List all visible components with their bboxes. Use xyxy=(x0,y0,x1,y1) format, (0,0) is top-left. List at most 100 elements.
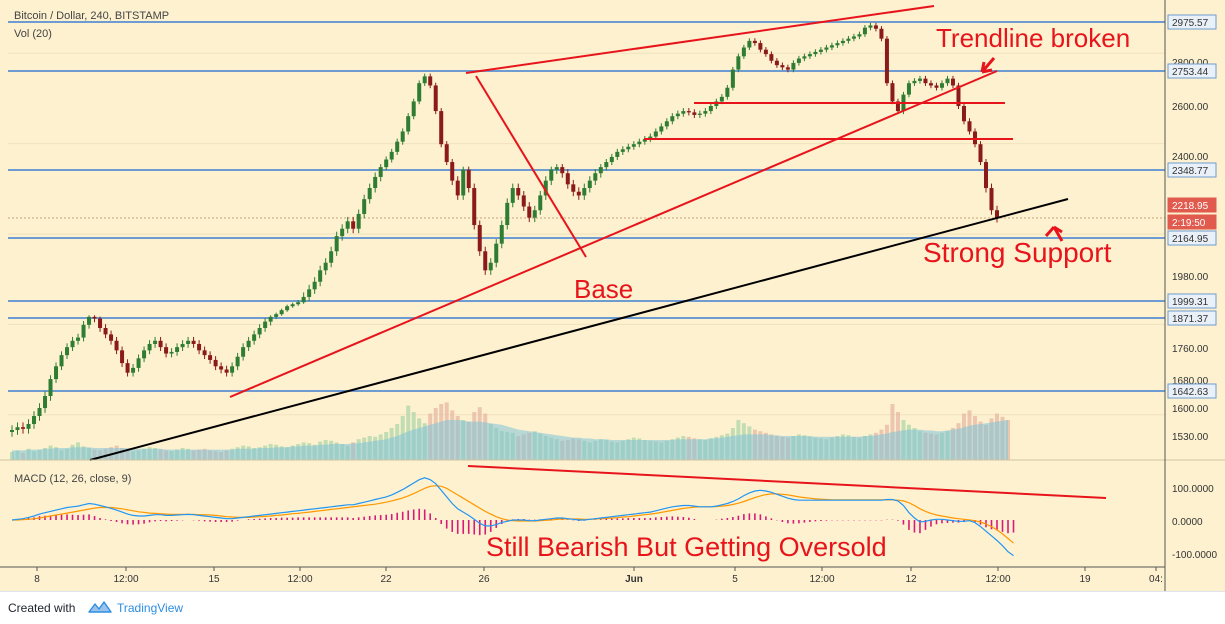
candle-body xyxy=(631,144,636,147)
y-tick-label: 2975.57 xyxy=(1172,18,1209,29)
annotation-base: Base xyxy=(574,274,633,304)
candle-body xyxy=(604,162,609,168)
y-tick-label: 1999.31 xyxy=(1172,297,1209,308)
candle-body xyxy=(510,188,515,203)
candle-body xyxy=(439,111,444,145)
y-tick-label: 2600.00 xyxy=(1172,102,1209,113)
candle-body xyxy=(131,367,136,373)
candle-body xyxy=(840,40,845,44)
candle-body xyxy=(274,314,279,317)
candle-body xyxy=(538,195,543,211)
x-tick-label: 15 xyxy=(208,574,220,585)
candle-body xyxy=(846,38,851,41)
candle-body xyxy=(813,51,818,55)
candle-body xyxy=(736,56,741,70)
candle-body xyxy=(653,131,658,137)
x-tick-label: 04: xyxy=(1149,574,1163,585)
candle-body xyxy=(334,236,339,252)
candle-body xyxy=(455,180,460,196)
candle-body xyxy=(367,188,372,200)
upper-trendline xyxy=(465,5,935,74)
candle-body xyxy=(879,28,884,39)
annotation-strong-support: Strong Support xyxy=(923,237,1112,268)
candle-body xyxy=(741,47,746,57)
candle-body xyxy=(400,131,405,142)
candle-body xyxy=(422,76,427,84)
candle-body xyxy=(956,85,961,106)
main-grid xyxy=(8,52,1165,416)
candle-body xyxy=(972,131,977,145)
candle-body xyxy=(26,424,31,429)
candle-body xyxy=(483,251,488,271)
candle-body xyxy=(351,221,356,229)
candle-body xyxy=(109,334,114,341)
arrow-support-icon xyxy=(1044,225,1064,242)
candle-body xyxy=(136,358,141,368)
candle-body xyxy=(37,408,42,417)
price-levels xyxy=(8,21,1165,392)
rising-trendline xyxy=(229,70,998,398)
candle-body xyxy=(191,340,196,344)
candle-body xyxy=(279,310,284,315)
candle-body xyxy=(417,83,422,102)
x-tick-label: 12:00 xyxy=(985,574,1010,585)
tradingview-logo-icon[interactable] xyxy=(88,600,112,619)
candle-body xyxy=(301,296,306,303)
candle-body xyxy=(158,340,163,348)
chart-canvas[interactable]: 2975.572800.002753.442600.002400.002348.… xyxy=(0,0,1225,591)
candle-body xyxy=(670,116,675,122)
macd-line xyxy=(11,477,1014,557)
axes: 2975.572800.002753.442600.002400.002348.… xyxy=(0,0,1217,591)
chart-background xyxy=(0,0,1225,591)
candle-body xyxy=(884,38,889,84)
candle-body xyxy=(769,54,774,61)
candle-body xyxy=(609,156,614,163)
candle-body xyxy=(477,225,482,252)
candle-body xyxy=(659,126,664,132)
candle-body xyxy=(312,281,317,290)
volume-label: Vol (20) xyxy=(14,28,52,40)
candle-body xyxy=(752,40,757,44)
candle-body xyxy=(598,167,603,174)
candle-body xyxy=(340,228,345,237)
y-tick-label: 1680.00 xyxy=(1172,376,1209,387)
candle-body xyxy=(521,195,526,207)
y-tick-label: 2164.95 xyxy=(1172,234,1209,245)
candle-body xyxy=(219,366,224,370)
candle-body xyxy=(906,83,911,95)
candle-body xyxy=(235,356,240,367)
candle-body xyxy=(582,188,587,196)
candle-body xyxy=(587,180,592,189)
x-tick-label: 26 xyxy=(478,574,490,585)
macd-divergence-line xyxy=(467,465,1107,499)
candle-body xyxy=(934,85,939,88)
support-trendline xyxy=(89,198,1069,461)
candle-body xyxy=(290,304,295,307)
footer: Created with TradingView xyxy=(0,591,1225,624)
candle-body xyxy=(895,101,900,112)
candle-body xyxy=(571,184,576,192)
y-tick-label: 2218.95 xyxy=(1172,201,1209,212)
macd-y-tick-label: 0.0000 xyxy=(1172,517,1203,528)
candle-body xyxy=(961,106,966,122)
candle-body xyxy=(175,347,180,352)
x-tick-label: 12 xyxy=(905,574,917,585)
candle-body xyxy=(32,416,37,425)
y-tick-box xyxy=(1167,63,1217,79)
candle-body xyxy=(356,213,361,229)
candle-body xyxy=(516,188,521,196)
candle-body xyxy=(378,167,383,177)
candle-body xyxy=(345,221,350,229)
candle-body xyxy=(87,316,92,325)
candle-body xyxy=(862,27,867,35)
footer-brand-link[interactable]: TradingView xyxy=(117,601,184,615)
candle-body xyxy=(114,340,119,351)
candle-body xyxy=(939,83,944,88)
candle-body xyxy=(153,340,158,344)
candle-body xyxy=(593,173,598,181)
candle-body xyxy=(213,359,218,367)
candle-body xyxy=(444,144,449,163)
volume-bar xyxy=(1006,420,1011,460)
candle-body xyxy=(202,350,207,356)
candle-body xyxy=(252,334,257,341)
